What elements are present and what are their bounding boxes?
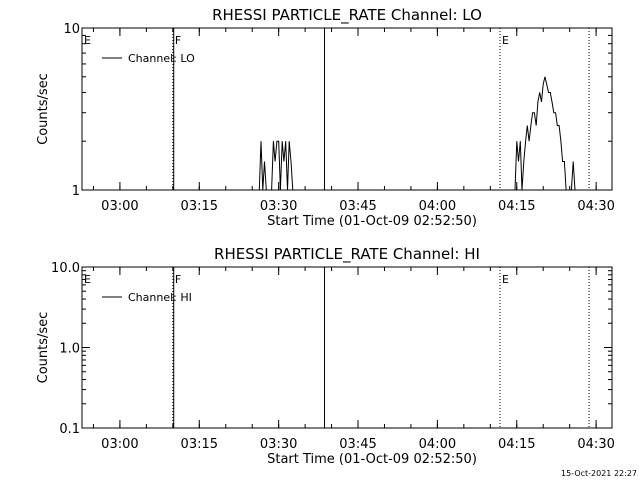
y-tick-label-hi-0: 0.1 bbox=[59, 422, 80, 437]
chart-title-lo: RHESSI PARTICLE_RATE Channel: LO bbox=[212, 6, 482, 25]
x-tick-label-hi-6: 04:30 bbox=[577, 437, 614, 452]
y-tick-label-hi-2: 10.0 bbox=[51, 261, 80, 276]
legend-label-hi: Channel: HI bbox=[128, 291, 192, 304]
marker-label-hi-1: F bbox=[175, 273, 181, 286]
y-tick-label-hi-1: 1.0 bbox=[59, 342, 80, 357]
x-axis-label-hi: Start Time (01-Oct-09 02:52:50) bbox=[267, 452, 477, 467]
x-tick-label-lo-5: 04:15 bbox=[498, 199, 535, 214]
series-line-lo-0 bbox=[258, 76, 576, 191]
x-tick-label-hi-1: 03:15 bbox=[181, 437, 218, 452]
plot-timestamp: 15-Oct-2021 22:27 bbox=[561, 469, 637, 478]
x-tick-label-hi-4: 04:00 bbox=[419, 437, 456, 452]
x-axis-label-lo: Start Time (01-Oct-09 02:52:50) bbox=[267, 214, 477, 229]
x-tick-label-hi-5: 04:15 bbox=[498, 437, 535, 452]
y-tick-label-lo-0: 1 bbox=[72, 184, 80, 199]
y-axis-label-hi: Counts/sec bbox=[36, 312, 51, 384]
y-tick-label-lo-1: 10 bbox=[63, 22, 80, 37]
chart-title-hi: RHESSI PARTICLE_RATE Channel: HI bbox=[214, 245, 480, 264]
x-tick-label-lo-3: 03:45 bbox=[339, 199, 376, 214]
marker-label-lo-0: E bbox=[84, 34, 91, 47]
x-tick-label-lo-2: 03:30 bbox=[260, 199, 297, 214]
x-tick-label-lo-6: 04:30 bbox=[577, 199, 614, 214]
legend-label-lo: Channel: LO bbox=[128, 52, 195, 65]
x-tick-label-lo-4: 04:00 bbox=[419, 199, 456, 214]
x-tick-label-hi-0: 03:00 bbox=[101, 437, 138, 452]
marker-label-lo-1: F bbox=[175, 34, 181, 47]
chart-panel-hi: RHESSI PARTICLE_RATE Channel: HI 0.1 1.0 10… bbox=[36, 245, 615, 467]
marker-label-hi-4: E bbox=[502, 273, 509, 286]
marker-label-hi-0: E bbox=[84, 273, 91, 286]
chart-panel-lo: RHESSI PARTICLE_RATE Channel: LO 1 10 03:00… bbox=[36, 6, 615, 229]
x-tick-label-lo-0: 03:00 bbox=[101, 199, 138, 214]
y-axis-label-lo: Counts/sec bbox=[36, 73, 51, 145]
x-tick-label-hi-2: 03:30 bbox=[260, 437, 297, 452]
marker-label-lo-4: E bbox=[502, 34, 509, 47]
x-tick-label-hi-3: 03:45 bbox=[339, 437, 376, 452]
x-tick-label-lo-1: 03:15 bbox=[181, 199, 218, 214]
